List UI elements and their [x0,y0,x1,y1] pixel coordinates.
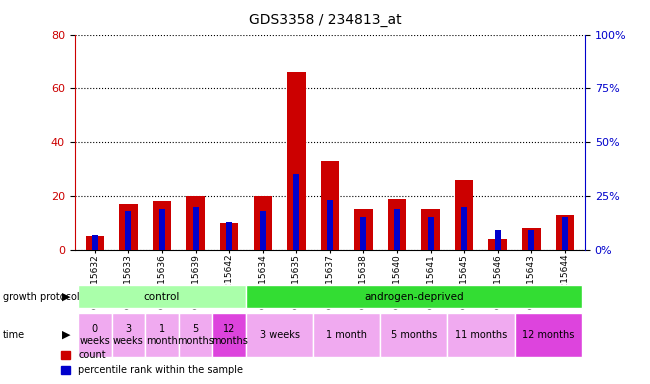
Text: GDS3358 / 234813_at: GDS3358 / 234813_at [249,13,401,27]
Text: 11 months: 11 months [455,330,507,340]
Bar [179,313,213,357]
Bar [380,313,447,357]
Bar [394,209,400,250]
Text: growth protocol: growth protocol [3,291,80,302]
Text: 12
months: 12 months [211,324,248,346]
Bar [428,217,434,250]
Bar [78,285,246,308]
Bar [192,207,199,250]
Text: 1 month: 1 month [326,330,367,340]
Bar [489,239,507,250]
Bar [213,313,246,357]
Bar [320,161,339,250]
Bar [145,313,179,357]
Bar [528,230,534,250]
Bar [86,236,104,250]
Bar [254,196,272,250]
Bar [220,223,239,250]
Bar [360,217,367,250]
Bar [125,211,131,250]
Bar [327,200,333,250]
Legend: count, percentile rank within the sample: count, percentile rank within the sample [57,346,247,379]
Text: 12 months: 12 months [522,330,574,340]
Bar [562,217,568,250]
Bar [112,313,145,357]
Bar [388,199,406,250]
Bar [246,313,313,357]
Bar [246,285,582,308]
Text: 5 months: 5 months [391,330,437,340]
Bar [78,313,112,357]
Bar [455,180,473,250]
Bar [447,313,515,357]
Bar [153,201,171,250]
Bar [159,209,165,250]
Text: 3
weeks: 3 weeks [113,324,144,346]
Bar [421,209,440,250]
Bar [293,174,300,250]
Bar [260,211,266,250]
Text: 1
month: 1 month [146,324,178,346]
Bar [92,235,98,250]
Text: 0
weeks: 0 weeks [79,324,110,346]
Text: 5
months: 5 months [177,324,214,346]
Bar [287,72,306,250]
Bar [495,230,501,250]
Bar [119,204,138,250]
Text: androgen-deprived: androgen-deprived [364,291,463,302]
Bar [461,207,467,250]
Bar [187,196,205,250]
Text: ▶: ▶ [62,291,70,302]
Text: time: time [3,330,25,340]
Bar [556,215,574,250]
Bar [313,313,380,357]
Text: 3 weeks: 3 weeks [259,330,300,340]
Bar [522,228,541,250]
Text: ▶: ▶ [62,330,70,340]
Bar [354,209,372,250]
Text: control: control [144,291,180,302]
Bar [515,313,582,357]
Bar [226,222,232,250]
